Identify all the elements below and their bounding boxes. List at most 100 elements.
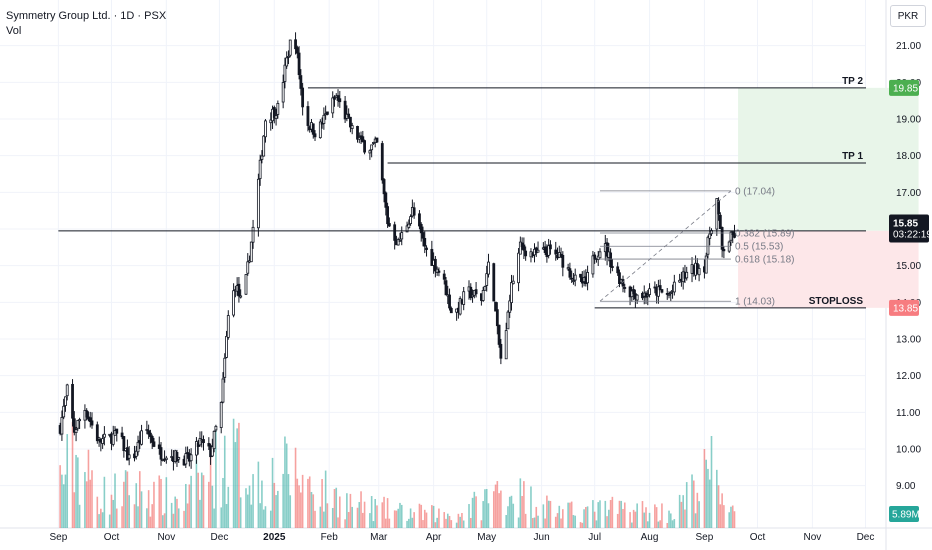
candle-body — [685, 271, 689, 279]
x-tick-label: Jun — [534, 532, 550, 543]
candle-body — [384, 192, 388, 208]
target-zone[interactable] — [738, 87, 919, 231]
candle-body — [207, 443, 211, 447]
candle-body — [149, 432, 152, 437]
volume-bar — [374, 499, 376, 528]
candle — [481, 286, 485, 302]
candle — [547, 238, 551, 259]
candle — [95, 421, 99, 444]
volume-bar — [585, 506, 587, 528]
candle-body — [111, 433, 115, 445]
candle-body — [495, 309, 499, 327]
candle — [605, 238, 609, 266]
volume-bar — [202, 475, 205, 528]
volume-bar — [480, 520, 483, 528]
candle-body — [269, 119, 273, 124]
candle — [448, 288, 451, 311]
volume-bar — [312, 494, 315, 528]
volume-bar — [592, 500, 594, 528]
candle — [554, 241, 558, 261]
candle-body — [605, 242, 609, 257]
price-tag — [889, 299, 919, 316]
candle-body — [281, 82, 285, 103]
candle-body — [287, 56, 290, 58]
candle — [163, 450, 166, 462]
volume-bar — [356, 507, 359, 528]
volume-bar — [643, 512, 646, 528]
time-axis[interactable]: Sep Oct Nov Dec 2025 Feb Mar Apr May Jun Jul Aug Sep… — [49, 532, 874, 543]
candle-body — [418, 213, 421, 227]
volume-indicator-label[interactable]: Vol — [6, 25, 22, 37]
volume-bar — [275, 495, 277, 528]
candle-body — [256, 178, 260, 229]
candle — [672, 274, 676, 296]
volume-bar — [160, 478, 162, 528]
candle — [127, 446, 131, 466]
candle — [499, 338, 503, 365]
candle-body — [232, 290, 236, 316]
level-lines[interactable]: TP 2 TP 1 STOPLOSS — [58, 76, 866, 309]
volume-bar — [264, 506, 267, 528]
volume-bar — [492, 491, 495, 528]
volume-bar — [531, 518, 534, 528]
candle — [122, 435, 126, 458]
volume-bar — [209, 446, 212, 528]
candle — [175, 449, 179, 467]
volume-bar — [696, 492, 699, 528]
candle — [294, 32, 297, 55]
volume-bar — [62, 484, 65, 528]
price-tag — [889, 79, 919, 96]
volume-bar — [457, 513, 460, 528]
candle-body — [706, 236, 710, 255]
volume-bar — [646, 521, 649, 528]
volume-bar — [108, 514, 111, 528]
volume-bar — [685, 482, 688, 528]
candle-body — [295, 47, 299, 54]
volume-bar — [562, 509, 564, 528]
x-tick-label: May — [477, 532, 496, 543]
candle — [260, 150, 264, 164]
x-tick-label: Feb — [321, 532, 339, 543]
volume-bar — [731, 505, 734, 528]
candle-body — [157, 444, 161, 449]
candle — [412, 202, 416, 219]
symbol-title[interactable]: Symmetry Group Ltd. · 1D · PSX — [6, 10, 167, 22]
volume-bar — [153, 481, 155, 528]
volume-bar — [369, 513, 371, 528]
y-tick-label: 13.00 — [896, 335, 921, 346]
last-price-tag — [889, 214, 929, 243]
volume-bar — [170, 502, 173, 528]
candle-body — [126, 447, 129, 461]
volume-bar — [147, 490, 150, 528]
candle — [313, 130, 317, 142]
candle-body — [648, 288, 651, 295]
candle — [221, 372, 225, 404]
stop-zone[interactable] — [738, 230, 919, 308]
volume-bar — [85, 481, 88, 528]
candle — [274, 108, 278, 126]
volume-bar — [296, 478, 299, 528]
candle-body — [283, 64, 287, 82]
candle — [433, 256, 437, 278]
candle-body — [481, 290, 485, 301]
candle-body — [708, 233, 712, 239]
x-tick-label: Dec — [857, 532, 875, 543]
chart-legend: Symmetry Group Ltd. · 1D · PSX Vol — [6, 10, 166, 37]
candle-body — [511, 280, 515, 285]
volume-bar — [609, 500, 612, 528]
volume-bar — [298, 485, 300, 528]
level-label: STOPLOSS — [809, 296, 864, 307]
volume-bar — [432, 505, 435, 528]
candle-body — [262, 135, 266, 157]
level-label: TP 1 — [842, 151, 863, 162]
fib-trend-line[interactable] — [599, 190, 732, 302]
candle-body — [598, 251, 602, 259]
candle — [524, 246, 528, 261]
currency-button[interactable]: PKR — [890, 5, 926, 27]
volume-bar — [250, 504, 253, 528]
volume-bar — [693, 480, 695, 528]
candle — [400, 226, 404, 246]
fibonacci-retracement[interactable]: 0 (17.04) 0.382 (15.89) 0.5 (15.53) 0.618 (… — [599, 186, 794, 308]
